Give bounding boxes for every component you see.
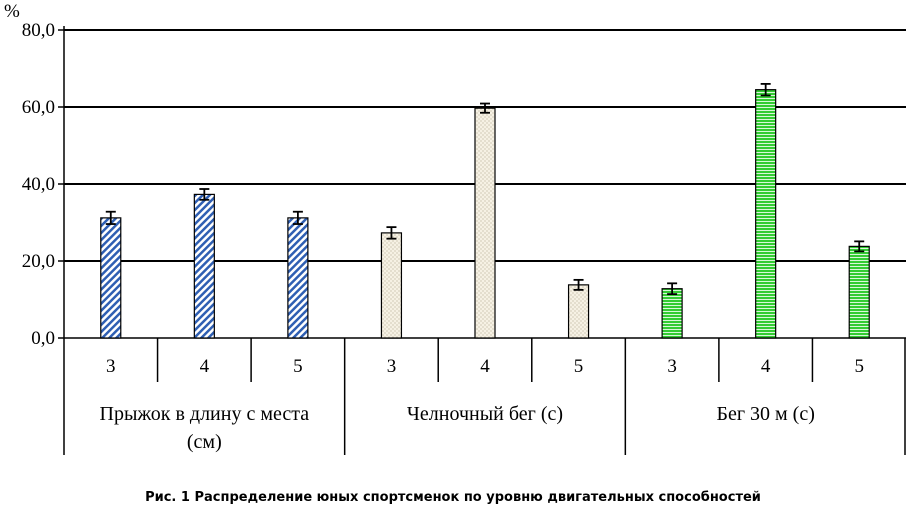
y-tick-label: 40,0 bbox=[22, 174, 55, 195]
x-category-label: 4 bbox=[761, 356, 771, 377]
x-group-label: Челночный бег (с) bbox=[407, 403, 563, 425]
x-category-label: 3 bbox=[387, 356, 397, 377]
bar bbox=[193, 193, 215, 339]
bar bbox=[380, 232, 403, 339]
bars bbox=[100, 83, 870, 339]
x-category-label: 5 bbox=[574, 356, 584, 377]
bar bbox=[661, 288, 683, 339]
x-group-label: (см) bbox=[187, 431, 222, 453]
x-category-label: 3 bbox=[667, 356, 677, 377]
x-category-label: 4 bbox=[480, 356, 490, 377]
y-tick-label: 20,0 bbox=[22, 251, 55, 272]
y-unit-label: % bbox=[4, 1, 20, 22]
bar bbox=[848, 245, 870, 339]
bar bbox=[474, 107, 496, 339]
bar bbox=[567, 284, 590, 339]
y-tick-label: 0,0 bbox=[31, 328, 55, 349]
bar bbox=[100, 217, 122, 339]
x-category-label: 5 bbox=[293, 356, 303, 377]
labels: 0,0 20,0 40,0 60,0 80,0% 3 4 5 Прыжок в длину с … bbox=[4, 1, 864, 453]
bar bbox=[287, 217, 309, 339]
x-category-label: 5 bbox=[854, 356, 864, 377]
figure-caption: Рис. 1 Распределение юных спортсменок по… bbox=[145, 490, 761, 505]
x-group-label: Бег 30 м (с) bbox=[716, 403, 814, 425]
x-category-label: 4 bbox=[200, 356, 210, 377]
y-tick-label: 60,0 bbox=[22, 97, 55, 118]
x-category-label: 3 bbox=[106, 356, 116, 377]
bar bbox=[755, 89, 777, 339]
y-tick-label: 80,0 bbox=[22, 20, 55, 41]
x-group-label: Прыжок в длину с места bbox=[100, 403, 310, 425]
